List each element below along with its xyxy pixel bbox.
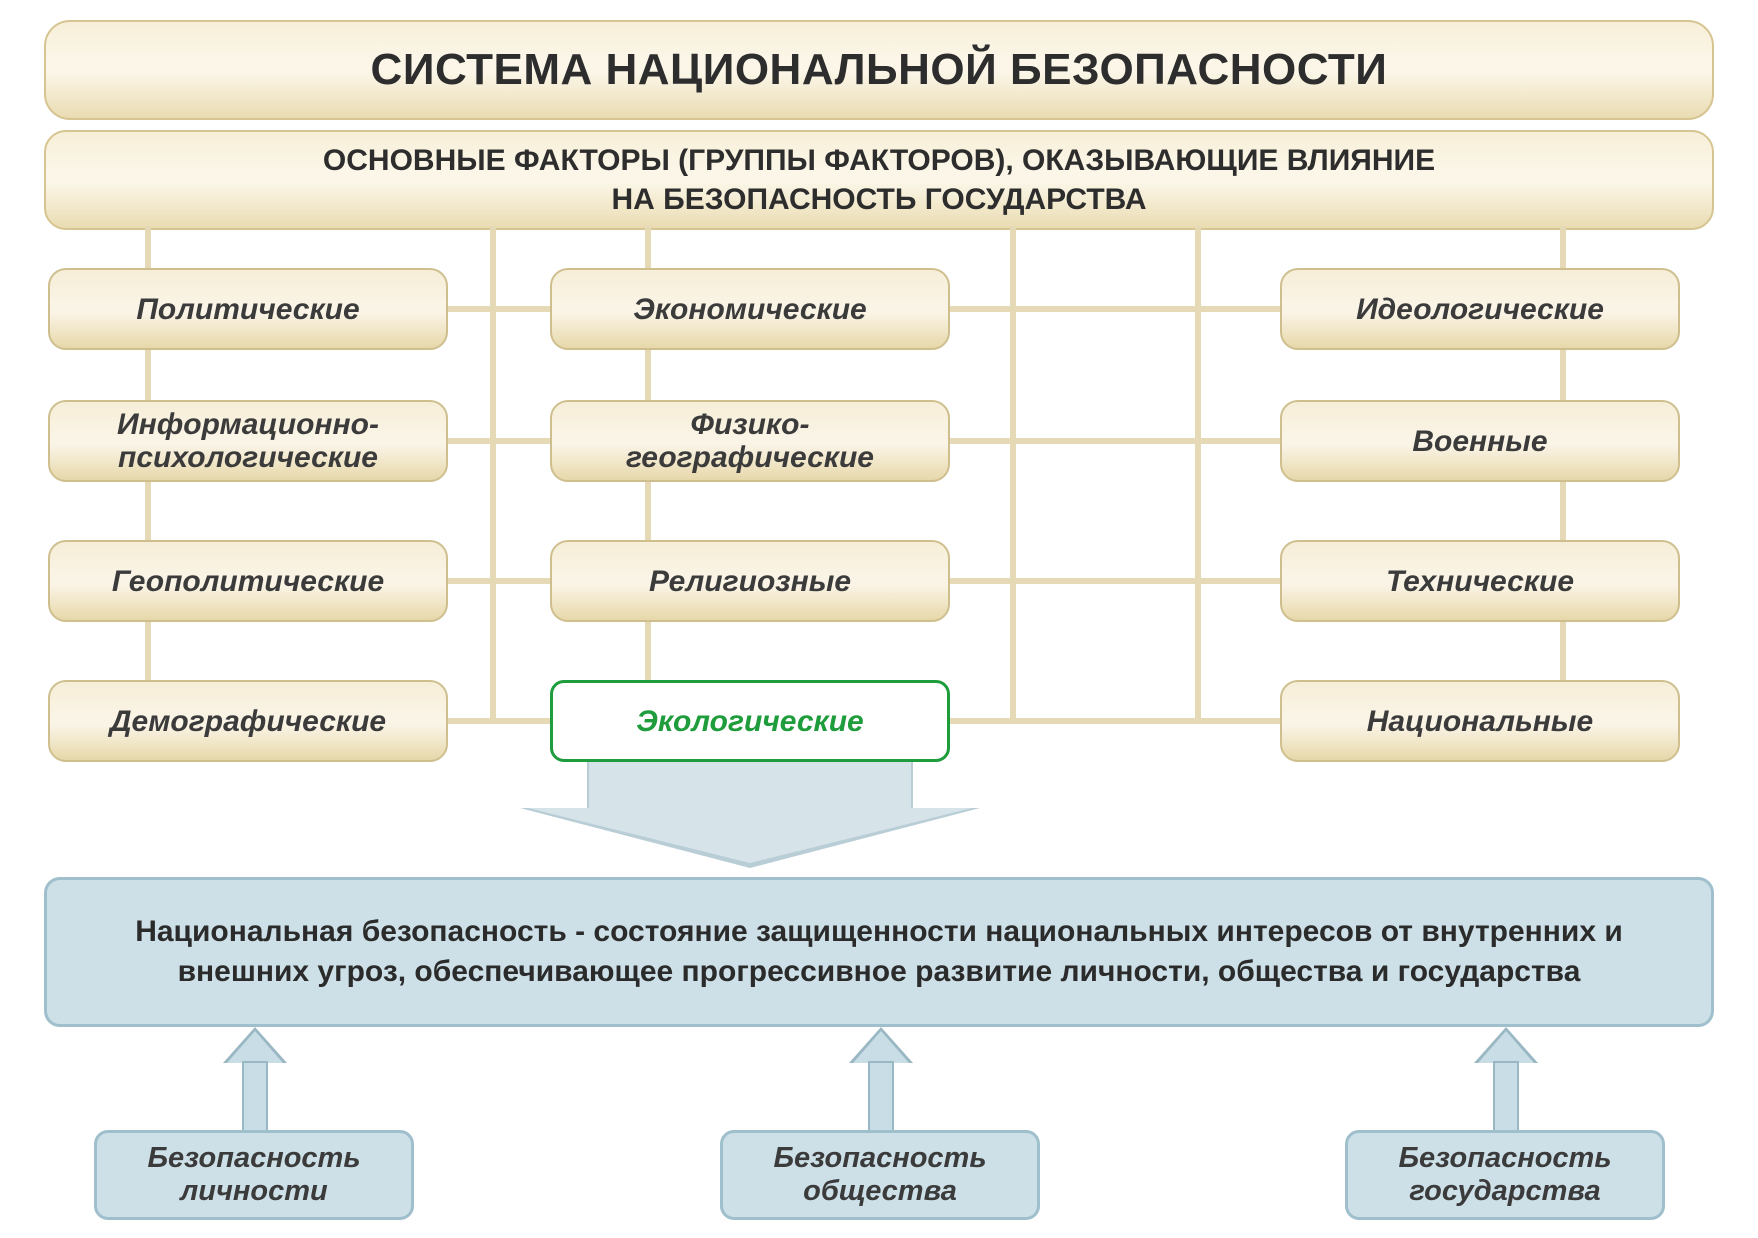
diagram-root: СИСТЕМА НАЦИОНАЛЬНОЙ БЕЗОПАСНОСТИ ОСНОВН… bbox=[0, 0, 1758, 1238]
up-arrow-shaft bbox=[242, 1061, 268, 1133]
factor-pill-ecological: Экологические bbox=[550, 680, 950, 762]
title-banner: СИСТЕМА НАЦИОНАЛЬНОЙ БЕЗОПАСНОСТИ bbox=[44, 20, 1714, 120]
up-arrow-head bbox=[1478, 1031, 1534, 1063]
down-arrow-head-fill bbox=[528, 808, 972, 863]
factor-pill-religious: Религиозные bbox=[550, 540, 950, 622]
factor-label: Информационно- психологические bbox=[117, 408, 379, 474]
subtitle-line1: ОСНОВНЫЕ ФАКТОРЫ (ГРУППЫ ФАКТОРОВ), ОКАЗ… bbox=[323, 141, 1435, 180]
bottom-pill-label: Безопасность общества bbox=[773, 1142, 986, 1209]
bottom-pill-label: Безопасность личности bbox=[147, 1142, 360, 1209]
factor-pill-military: Военные bbox=[1280, 400, 1680, 482]
factor-pill-economic: Экономические bbox=[550, 268, 950, 350]
factor-pill-ideological: Идеологические bbox=[1280, 268, 1680, 350]
connector-v bbox=[1010, 226, 1016, 720]
definition-text: Национальная безопасность - состояние за… bbox=[117, 912, 1641, 993]
connector-v bbox=[1195, 226, 1201, 720]
factor-label: Религиозные bbox=[649, 565, 851, 598]
factor-label: Экономические bbox=[633, 293, 867, 326]
factor-label: Физико- географические bbox=[626, 408, 874, 474]
bottom-pill-personal: Безопасность личности bbox=[94, 1130, 414, 1220]
factor-label: Идеологические bbox=[1356, 293, 1604, 326]
factor-pill-info-psych: Информационно- психологические bbox=[48, 400, 448, 482]
up-arrow-shaft bbox=[1493, 1061, 1519, 1133]
subtitle-line2: НА БЕЗОПАСНОСТЬ ГОСУДАРСТВА bbox=[612, 180, 1147, 219]
up-arrow-head bbox=[227, 1031, 283, 1063]
factor-label: Военные bbox=[1412, 425, 1547, 458]
factor-label: Экологические bbox=[636, 705, 863, 738]
factor-label: Политические bbox=[136, 293, 359, 326]
factor-pill-phys-geo: Физико- географические bbox=[550, 400, 950, 482]
connector-v bbox=[490, 226, 496, 720]
factor-pill-geopolitical: Геополитические bbox=[48, 540, 448, 622]
factor-pill-political: Политические bbox=[48, 268, 448, 350]
factor-label: Технические bbox=[1386, 565, 1574, 598]
subtitle-banner: ОСНОВНЫЕ ФАКТОРЫ (ГРУППЫ ФАКТОРОВ), ОКАЗ… bbox=[44, 130, 1714, 230]
title-text: СИСТЕМА НАЦИОНАЛЬНОЙ БЕЗОПАСНОСТИ bbox=[371, 45, 1388, 95]
up-arrow-shaft bbox=[868, 1061, 894, 1133]
bottom-pill-society: Безопасность общества bbox=[720, 1130, 1040, 1220]
bottom-pill-label: Безопасность государства bbox=[1398, 1142, 1611, 1209]
factor-label: Демографические bbox=[110, 705, 386, 738]
factor-label: Национальные bbox=[1367, 705, 1593, 738]
factor-pill-technical: Технические bbox=[1280, 540, 1680, 622]
definition-box: Национальная безопасность - состояние за… bbox=[44, 877, 1714, 1027]
factor-pill-national: Национальные bbox=[1280, 680, 1680, 762]
down-arrow-shaft bbox=[587, 762, 913, 808]
up-arrow-head bbox=[853, 1031, 909, 1063]
bottom-pill-state: Безопасность государства bbox=[1345, 1130, 1665, 1220]
factor-pill-demographic: Демографические bbox=[48, 680, 448, 762]
factor-label: Геополитические bbox=[112, 565, 384, 598]
